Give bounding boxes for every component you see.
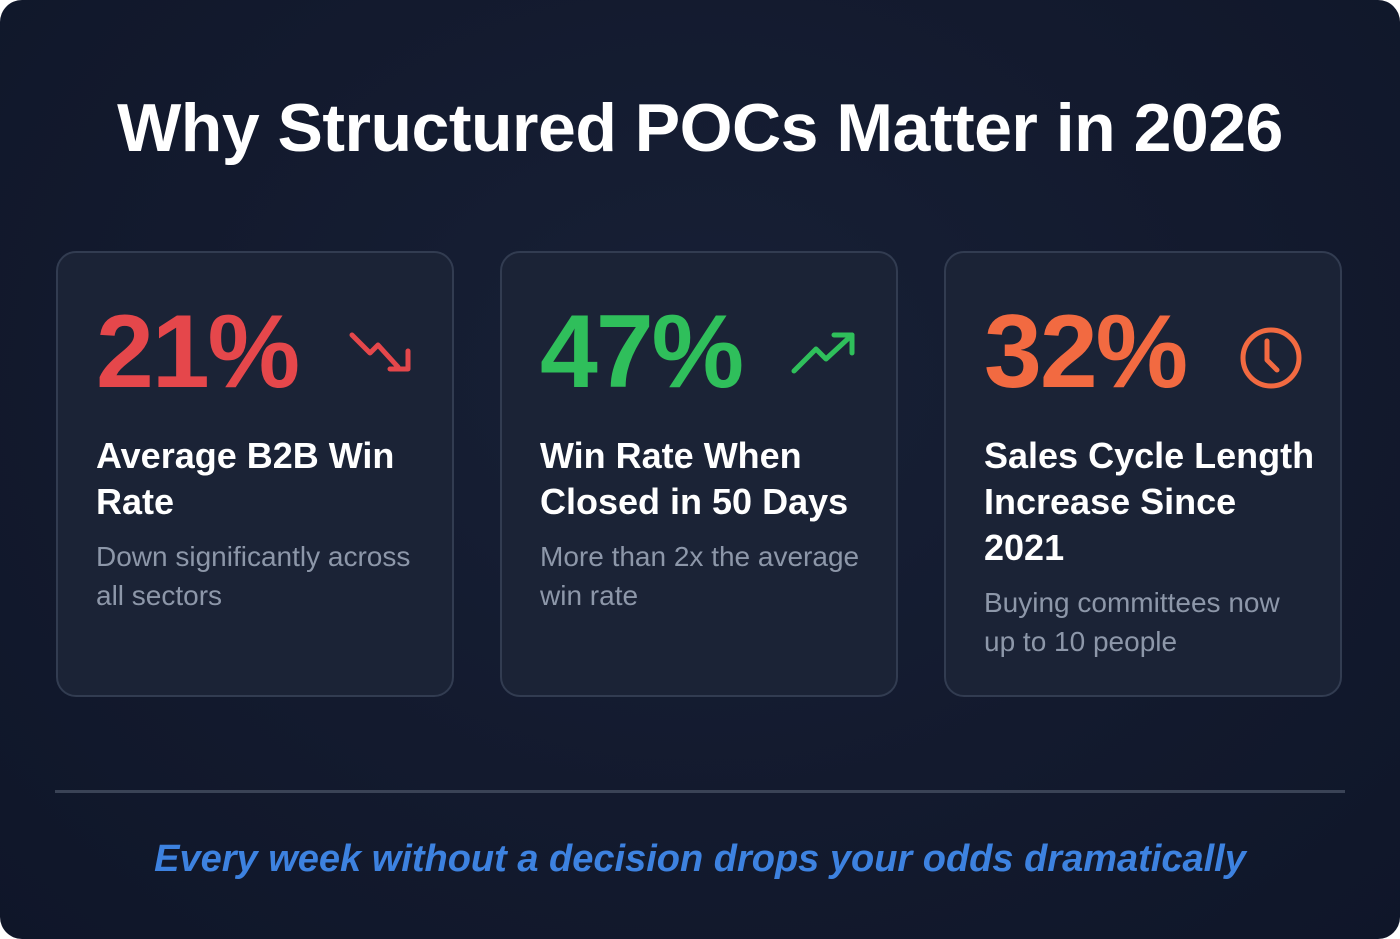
stat-subtext: Down significantly across all sectors xyxy=(96,541,411,611)
clock-icon xyxy=(1240,327,1302,389)
stat-label: Average B2B Win Rate xyxy=(96,435,395,522)
stat-label: Sales Cycle Length Increase Since 2021 xyxy=(984,435,1315,568)
footer-tagline: Every week without a decision drops your… xyxy=(154,838,1246,880)
stat-value: 47% xyxy=(540,294,744,410)
stat-card-50-day-win-rate: 47% Win Rate When Closed in 50 Days More… xyxy=(500,251,898,697)
stat-subtext: More than 2x the average win rate xyxy=(540,541,860,611)
page-title: Why Structured POCs Matter in 2026 xyxy=(117,90,1283,166)
trending-down-icon xyxy=(349,332,411,372)
stat-label: Win Rate When Closed in 50 Days xyxy=(540,435,849,522)
stat-value: 21% xyxy=(96,294,300,410)
stat-value: 32% xyxy=(984,294,1188,410)
stat-card-sales-cycle: 32% Sales Cycle Length Increase Since 20… xyxy=(944,251,1342,697)
trending-up-icon xyxy=(791,332,855,374)
divider xyxy=(55,790,1345,793)
stat-card-win-rate: 21% Average B2B Win Rate Down significan… xyxy=(56,251,454,697)
stat-subtext: Buying committees now up to 10 people xyxy=(984,587,1280,657)
